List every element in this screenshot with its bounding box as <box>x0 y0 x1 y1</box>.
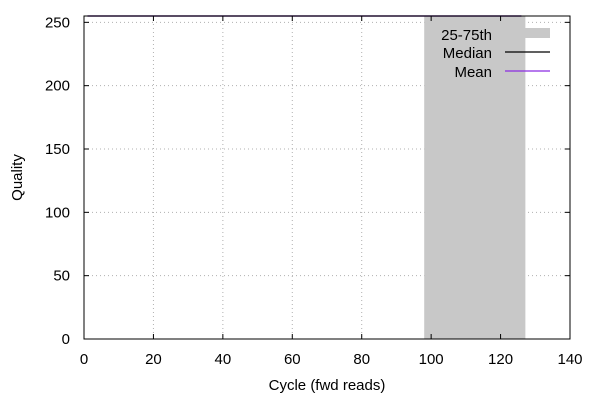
band-bar <box>424 16 429 339</box>
band-bar <box>479 16 484 339</box>
band-bar <box>504 16 509 339</box>
band-bar <box>510 16 515 339</box>
band-bar <box>469 16 474 339</box>
band-bar <box>514 16 519 339</box>
band-bar <box>472 16 477 339</box>
band-bar <box>476 16 481 339</box>
band-bar <box>490 16 495 339</box>
band-bar <box>448 16 453 339</box>
legend-label: 25-75th <box>441 27 492 44</box>
x-tick-label: 120 <box>488 351 513 368</box>
x-tick-label: 20 <box>145 351 162 368</box>
band-bar <box>434 16 439 339</box>
plot-frame <box>83 15 571 340</box>
band-layer <box>424 16 526 339</box>
band-bar <box>517 16 522 339</box>
y-tick-label: 200 <box>45 78 70 95</box>
band-bar <box>486 16 491 339</box>
x-tick-label: 80 <box>353 351 370 368</box>
band-bar <box>497 16 502 339</box>
band-bar <box>465 16 470 339</box>
grid <box>84 16 570 339</box>
y-tick-label: 100 <box>45 204 70 221</box>
legend-label: Mean <box>454 64 492 81</box>
band-bar <box>493 16 498 339</box>
x-axis-label: Cycle (fwd reads) <box>269 377 386 394</box>
y-tick-label: 50 <box>53 268 70 285</box>
y-tick-label: 0 <box>62 331 70 348</box>
legend-label: Median <box>443 45 492 62</box>
band-bar <box>483 16 488 339</box>
band-bar <box>431 16 436 339</box>
x-tick-label: 60 <box>284 351 301 368</box>
y-tick-label: 250 <box>45 14 70 31</box>
legend-swatch-band <box>505 28 550 38</box>
band-bar <box>507 16 512 339</box>
y-tick-label: 150 <box>45 141 70 158</box>
band-bar <box>462 16 467 339</box>
y-axis-label: Quality <box>9 154 26 201</box>
x-axis: 0 20 40 60 80 100 120 140 <box>80 16 583 368</box>
band-bar <box>521 16 526 339</box>
x-tick-label: 100 <box>419 351 444 368</box>
band-bar <box>438 16 443 339</box>
band-bar <box>441 16 446 339</box>
x-tick-label: 140 <box>557 351 582 368</box>
band-25-75th <box>424 16 526 339</box>
band-bar <box>451 16 456 339</box>
band-bar <box>455 16 460 339</box>
x-tick-label: 0 <box>80 351 88 368</box>
band-bar <box>427 16 432 339</box>
band-bar <box>445 16 449 339</box>
band-bar <box>458 16 463 339</box>
y-axis: 0 50 100 150 200 250 <box>45 14 570 348</box>
band-bar <box>500 16 505 339</box>
x-tick-label: 40 <box>215 351 232 368</box>
